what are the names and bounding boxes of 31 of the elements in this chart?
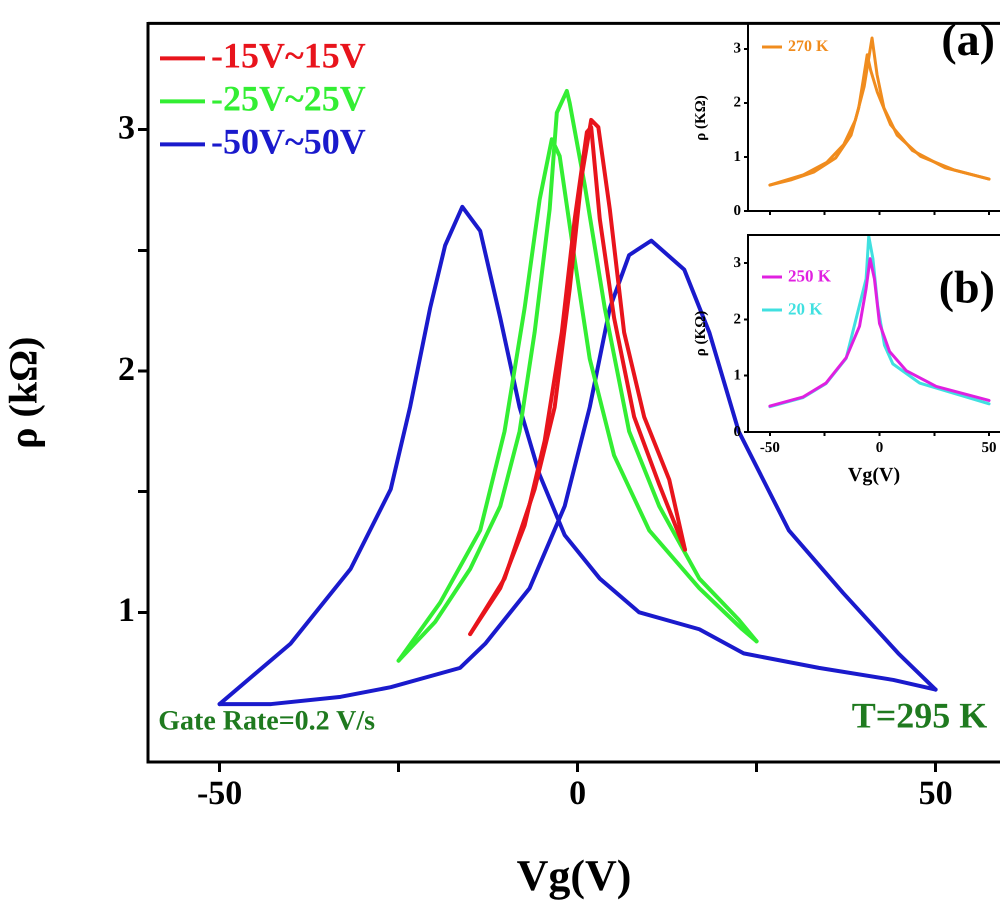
y-tick-label: 2	[118, 350, 135, 388]
y-tick-label: 1	[118, 592, 135, 630]
x-tick-label: -50	[196, 775, 242, 812]
annotation: (b)	[938, 262, 995, 313]
y-tick-label: 1	[734, 368, 741, 384]
x-axis-title: Vg(V)	[516, 850, 632, 900]
y-axis-title: ρ (kΩ)	[0, 336, 46, 449]
y-tick-label: 2	[734, 311, 741, 328]
legend-label: 270 K	[788, 38, 829, 56]
y-tick-label: 3	[734, 40, 741, 57]
x-tick-label: 50	[918, 775, 953, 812]
x-tick-label: 0	[876, 440, 884, 456]
y-tick-label: 1	[734, 148, 741, 165]
legend-label: -15V~15V	[211, 36, 366, 76]
x-tick-label: -50	[760, 440, 780, 456]
y-tick-label: 3	[118, 109, 135, 146]
legend-label: -25V~25V	[211, 78, 366, 119]
x-tick-label: 50	[982, 440, 997, 456]
y-tick-label: 2	[734, 94, 741, 111]
y-axis-title: ρ (KΩ)	[692, 310, 709, 356]
annotation: T=295 K	[852, 695, 988, 736]
legend-label: -50V~50V	[211, 122, 366, 162]
annotation: (a)	[941, 14, 995, 65]
y-axis-title: ρ (KΩ)	[692, 95, 709, 141]
y-tick-label: 0	[734, 202, 741, 219]
legend-label: 20 K	[788, 299, 824, 318]
x-axis-title: Vg(V)	[848, 464, 900, 486]
y-tick-label: 3	[734, 255, 741, 272]
x-tick-label: 0	[569, 775, 586, 812]
annotation: Gate Rate=0.2 V/s	[158, 705, 376, 736]
legend-label: 250 K	[788, 266, 832, 286]
